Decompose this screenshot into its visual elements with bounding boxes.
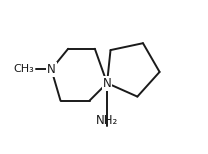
Text: N: N <box>47 63 56 76</box>
Text: CH₃: CH₃ <box>14 64 35 74</box>
Text: NH₂: NH₂ <box>96 114 118 127</box>
Text: N: N <box>103 77 111 90</box>
